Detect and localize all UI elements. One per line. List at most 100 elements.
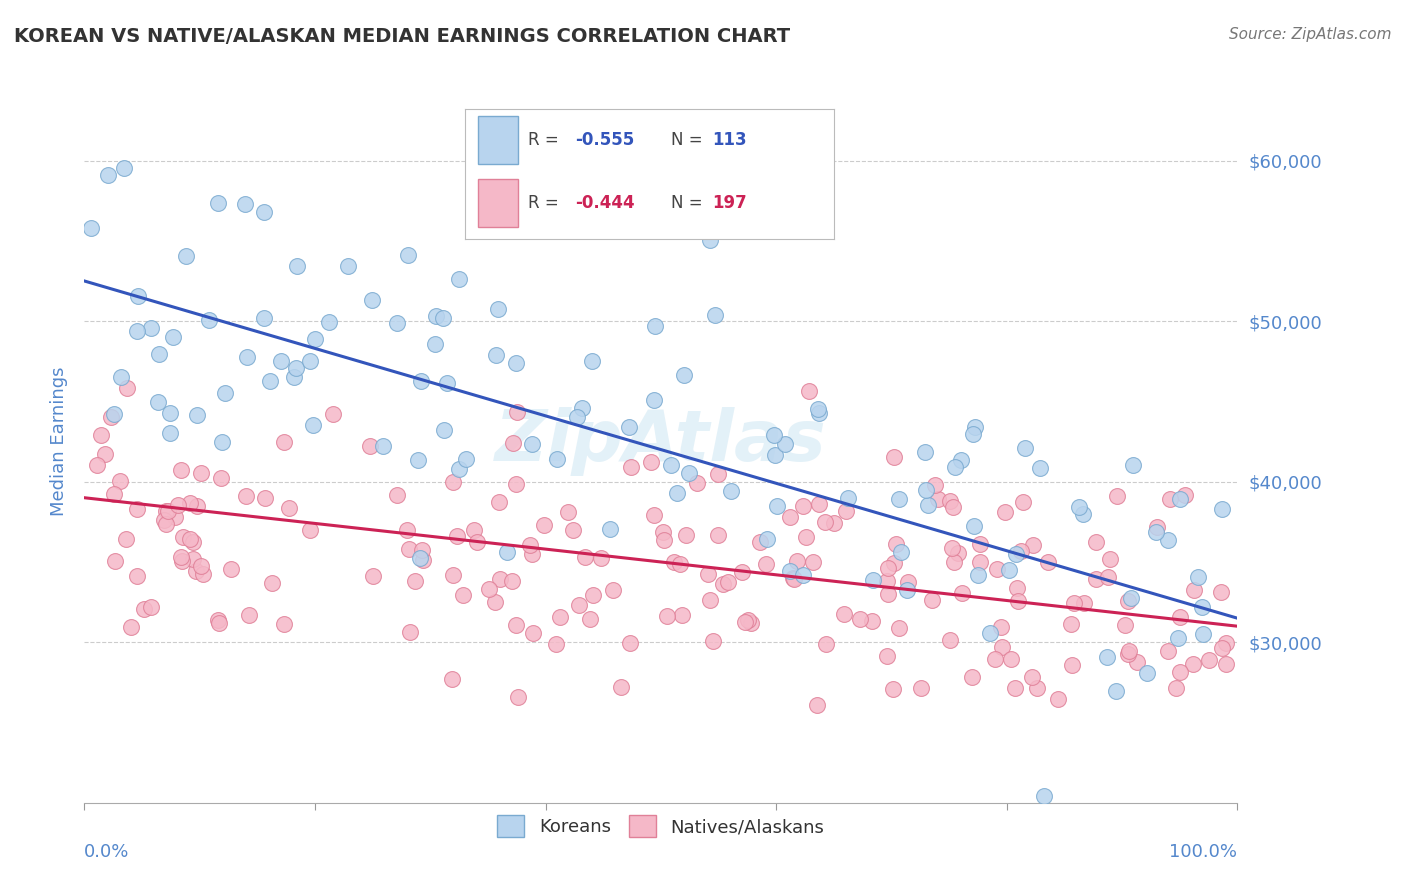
Point <box>1010 544 1032 558</box>
Point <box>441 672 464 686</box>
Point <box>876 574 898 589</box>
Point <box>533 518 555 533</box>
Point <box>748 535 770 549</box>
Point <box>214 386 236 401</box>
Point <box>299 354 322 368</box>
Point <box>287 259 309 273</box>
Point <box>1136 665 1159 680</box>
Point <box>169 550 191 565</box>
Point <box>179 532 201 546</box>
Point <box>1099 551 1122 566</box>
Point <box>465 535 488 549</box>
Point <box>1146 520 1168 534</box>
Point <box>1170 492 1192 507</box>
Point <box>197 313 219 327</box>
Point <box>253 491 276 505</box>
Point <box>1007 594 1029 608</box>
Point <box>1122 458 1144 472</box>
Point <box>703 308 725 322</box>
Point <box>120 620 142 634</box>
Point <box>644 318 666 333</box>
Point <box>910 681 932 696</box>
Point <box>1116 594 1139 608</box>
Point <box>155 516 177 531</box>
Point <box>963 419 986 434</box>
Point <box>991 640 1014 654</box>
Point <box>488 572 510 586</box>
Point <box>969 536 991 550</box>
Point <box>127 569 149 583</box>
Point <box>998 563 1021 577</box>
Point <box>412 553 434 567</box>
Point <box>1191 627 1213 641</box>
Point <box>259 374 281 388</box>
Point <box>425 309 447 323</box>
Point <box>449 462 471 476</box>
Point <box>883 450 905 464</box>
Point <box>643 392 665 407</box>
Point <box>505 477 527 491</box>
Point <box>139 599 162 614</box>
Point <box>170 462 193 476</box>
Point <box>502 435 524 450</box>
Point <box>411 543 433 558</box>
Point <box>779 510 801 524</box>
Point <box>387 317 409 331</box>
Point <box>862 573 884 587</box>
Point <box>699 233 721 247</box>
Point <box>253 205 276 219</box>
Point <box>666 485 689 500</box>
Point <box>207 196 229 211</box>
Point <box>921 593 943 607</box>
Point <box>740 616 762 631</box>
Point <box>1114 618 1136 632</box>
Point <box>233 197 256 211</box>
Point <box>890 545 912 559</box>
Point <box>398 624 420 639</box>
Point <box>1191 600 1213 615</box>
Text: ZipAtlas: ZipAtlas <box>495 407 827 476</box>
Point <box>190 467 212 481</box>
Point <box>969 555 991 569</box>
Point <box>610 680 633 694</box>
Point <box>1069 500 1091 515</box>
Point <box>155 503 177 517</box>
Point <box>1004 681 1026 695</box>
Point <box>581 354 603 368</box>
Point <box>454 451 477 466</box>
Point <box>1182 582 1205 597</box>
Point <box>208 615 231 630</box>
Point <box>441 475 464 490</box>
Point <box>557 505 579 519</box>
Text: 100.0%: 100.0% <box>1170 843 1237 861</box>
Point <box>762 428 785 442</box>
Point <box>449 271 471 285</box>
Point <box>1038 555 1060 569</box>
Point <box>179 496 201 510</box>
Point <box>887 621 910 635</box>
Point <box>599 523 621 537</box>
Y-axis label: Median Earnings: Median Earnings <box>51 367 69 516</box>
Point <box>1211 640 1233 655</box>
Point <box>950 453 973 467</box>
Point <box>1174 488 1197 502</box>
Point <box>655 609 678 624</box>
Point <box>100 410 122 425</box>
Point <box>436 376 458 391</box>
Point <box>659 458 682 472</box>
Point <box>1116 647 1139 661</box>
Point <box>713 577 735 591</box>
Point <box>686 476 709 491</box>
Point <box>834 503 856 517</box>
Point <box>574 549 596 564</box>
Point <box>914 483 936 497</box>
Point <box>273 435 295 450</box>
Point <box>807 402 830 417</box>
Point <box>385 487 408 501</box>
Point <box>446 529 468 543</box>
Point <box>127 289 149 303</box>
Point <box>884 537 907 551</box>
Point <box>696 567 718 582</box>
Point <box>1022 538 1045 552</box>
Point <box>737 613 759 627</box>
